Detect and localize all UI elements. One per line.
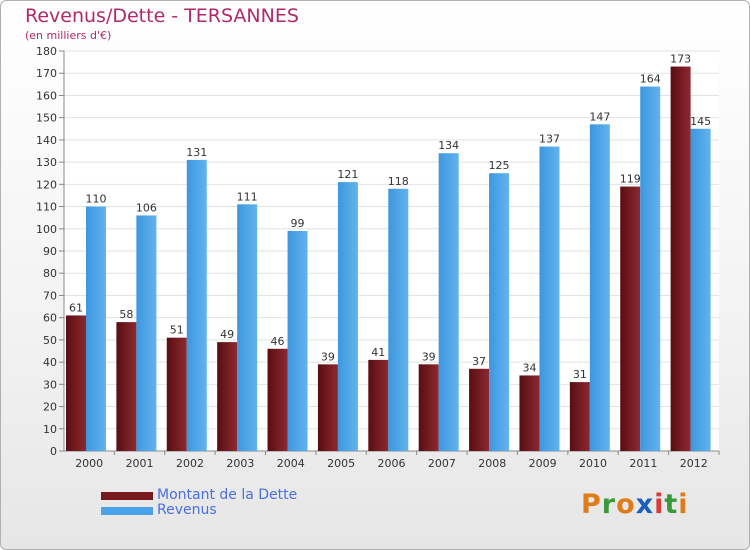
data-label-revenus: 134	[438, 139, 459, 152]
x-tick-label: 2005	[327, 457, 355, 470]
data-label-revenus: 121	[337, 168, 358, 181]
data-label-revenus: 147	[589, 110, 610, 123]
y-tick-label: 50	[43, 334, 57, 347]
chart-subtitle: (en milliers d'€)	[25, 29, 112, 42]
bar-dette	[66, 315, 86, 451]
legend-swatch-revenus	[101, 506, 153, 515]
chart-title: Revenus/Dette - TERSANNES	[25, 5, 299, 27]
bar-dette	[116, 322, 137, 451]
bar-dette	[267, 348, 288, 451]
y-tick-label: 60	[43, 312, 57, 325]
bar-dette	[166, 337, 187, 451]
y-tick-label: 80	[43, 267, 57, 280]
data-label-revenus: 145	[690, 115, 711, 128]
y-tick-label: 140	[36, 134, 57, 147]
bar-revenus	[589, 124, 610, 451]
y-tick-label: 40	[43, 356, 57, 369]
bar-dette	[569, 382, 590, 451]
data-label-dette: 37	[472, 355, 486, 368]
y-tick-label: 30	[43, 378, 57, 391]
data-label-revenus: 111	[237, 190, 258, 203]
y-tick-label: 170	[36, 67, 57, 80]
bar-revenus	[489, 173, 510, 451]
bar-dette	[519, 375, 540, 451]
data-label-dette: 119	[620, 173, 641, 186]
x-tick-label: 2001	[126, 457, 154, 470]
y-tick-label: 90	[43, 245, 57, 258]
y-tick-label: 100	[36, 223, 57, 236]
bar-dette	[670, 66, 691, 452]
y-tick-label: 160	[36, 89, 57, 102]
bar-dette	[317, 364, 338, 451]
bar-revenus	[287, 231, 308, 451]
data-label-dette: 46	[271, 335, 285, 348]
proxiti-logo: Proxiti	[581, 489, 689, 520]
legend-item-dette: Montant de la Dette	[101, 488, 297, 503]
y-tick-label: 70	[43, 289, 57, 302]
bar-revenus	[337, 182, 358, 451]
legend-label-revenus: Revenus	[157, 502, 217, 518]
legend-item-revenus: Revenus	[101, 503, 297, 518]
bar-revenus	[186, 159, 207, 451]
bar-dette	[418, 364, 439, 451]
bar-revenus	[237, 204, 258, 451]
bar-dette	[368, 359, 389, 451]
bar-revenus	[86, 206, 106, 451]
data-label-dette: 39	[321, 350, 335, 363]
data-label-revenus: 99	[291, 217, 305, 230]
data-label-dette: 41	[371, 346, 385, 359]
data-label-dette: 31	[573, 368, 587, 381]
data-label-dette: 34	[522, 361, 536, 374]
x-tick-label: 2002	[176, 457, 204, 470]
x-tick-label: 2004	[277, 457, 305, 470]
y-tick-label: 0	[50, 445, 57, 458]
data-label-revenus: 118	[388, 175, 409, 188]
x-tick-label: 2006	[378, 457, 406, 470]
bar-revenus	[438, 153, 459, 451]
y-tick-label: 120	[36, 178, 57, 191]
data-label-revenus: 137	[539, 133, 560, 146]
x-tick-label: 2007	[428, 457, 456, 470]
data-label-revenus: 131	[186, 146, 207, 159]
data-label-dette: 173	[670, 53, 691, 66]
x-tick-label: 2009	[529, 457, 557, 470]
data-label-revenus: 164	[640, 73, 661, 86]
x-tick-label: 2010	[579, 457, 607, 470]
bar-revenus	[136, 215, 157, 451]
y-tick-label: 110	[36, 201, 57, 214]
y-tick-label: 130	[36, 156, 57, 169]
bar-revenus	[388, 188, 409, 451]
y-tick-label: 150	[36, 112, 57, 125]
data-label-revenus: 106	[136, 201, 157, 214]
data-label-dette: 49	[220, 328, 234, 341]
data-label-revenus: 110	[86, 193, 107, 206]
y-tick-label: 180	[36, 45, 57, 58]
bar-revenus	[539, 146, 560, 452]
data-label-dette: 58	[119, 308, 133, 321]
bar-revenus	[640, 86, 661, 452]
bar-dette	[620, 186, 641, 452]
bar-dette	[217, 342, 238, 451]
y-tick-label: 10	[43, 423, 57, 436]
legend: Montant de la Dette Revenus	[101, 488, 297, 518]
data-label-dette: 39	[422, 350, 436, 363]
y-tick-label: 20	[43, 401, 57, 414]
bar-revenus	[690, 128, 711, 451]
x-tick-label: 2000	[75, 457, 103, 470]
bar-dette	[469, 368, 490, 451]
data-label-dette: 51	[170, 324, 184, 337]
data-label-dette: 61	[69, 301, 83, 314]
data-label-revenus: 125	[489, 159, 510, 172]
legend-label-dette: Montant de la Dette	[157, 487, 298, 503]
x-tick-label: 2011	[629, 457, 657, 470]
x-tick-label: 2003	[226, 457, 254, 470]
x-tick-label: 2012	[680, 457, 708, 470]
x-tick-label: 2008	[478, 457, 506, 470]
legend-swatch-dette	[101, 491, 153, 500]
